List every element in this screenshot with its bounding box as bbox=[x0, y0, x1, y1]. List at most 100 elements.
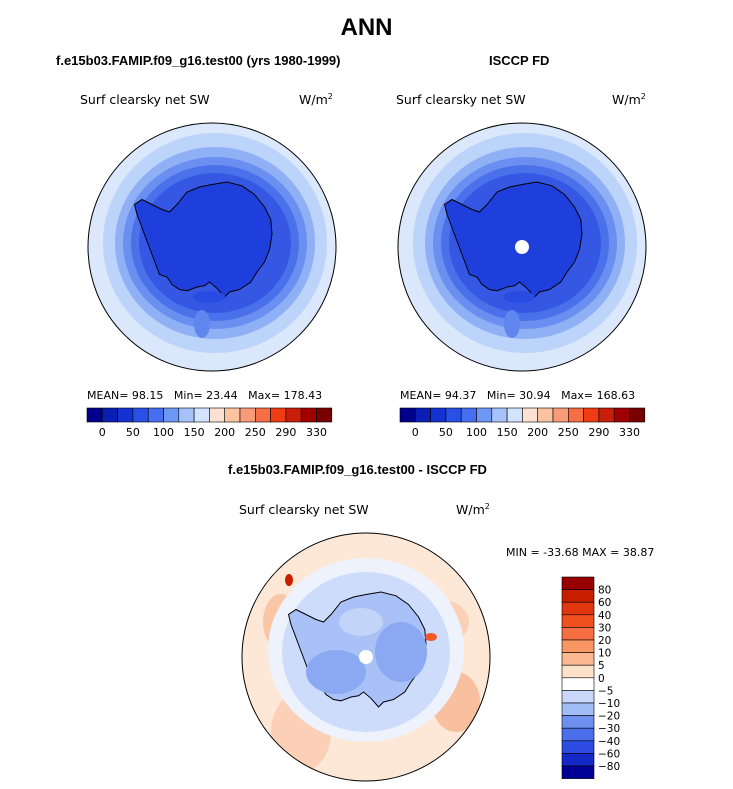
panel2-colorbar-box bbox=[430, 407, 447, 423]
panel2-stats: MEAN= 94.37 Min= 30.94 Max= 168.63 bbox=[400, 389, 635, 402]
panel3-colorbar-box bbox=[561, 627, 595, 641]
panel3-colorbar-tick-label: 10 bbox=[598, 648, 611, 660]
panel3-colorbar-tick-label: 30 bbox=[598, 622, 611, 634]
map-boundary bbox=[87, 122, 337, 372]
panel2-colorbar-box bbox=[415, 407, 431, 423]
panel3-colorbar-tick-label: 80 bbox=[598, 585, 611, 597]
panel2-units: W/m2 bbox=[612, 92, 646, 108]
panel1-colorbar-box bbox=[316, 407, 333, 423]
panel3-colorbar-tick-label: 0 bbox=[598, 673, 605, 685]
panel3-colorbar-box bbox=[561, 727, 595, 742]
panel1-colorbar-box bbox=[224, 407, 241, 423]
panel2-colorbar: 0 50 100 150 200 250 290 330 bbox=[399, 407, 646, 439]
cool-patch bbox=[306, 650, 366, 694]
ross-ice-shelf-shade bbox=[193, 291, 225, 303]
panel1-colorbar-box bbox=[193, 407, 210, 423]
panel2-colorbar-tick-label: 0 bbox=[412, 426, 419, 439]
panel3-minmax: MIN = -33.68 MAX = 38.87 bbox=[506, 546, 655, 559]
panel2-mean-label: MEAN= bbox=[400, 389, 442, 402]
panel1-colorbar-box bbox=[209, 407, 226, 423]
cool-patch bbox=[339, 608, 383, 636]
shelf-shade bbox=[504, 310, 520, 338]
panel3-colorbar-tick-label: −30 bbox=[598, 723, 620, 735]
panel3-colorbar-tick-label: 5 bbox=[598, 660, 605, 672]
panel2-colorbar-tick-label: 150 bbox=[497, 426, 518, 439]
panel1-colorbar-tick-label: 290 bbox=[275, 426, 296, 439]
cool-patch bbox=[375, 622, 427, 682]
panel1-colorbar-tick-label: 200 bbox=[214, 426, 235, 439]
missing-data-pole bbox=[359, 650, 373, 664]
panel1-mean-value: 98.15 bbox=[131, 389, 164, 402]
panel1-units: W/m2 bbox=[299, 92, 333, 108]
panel1-colorbar-box bbox=[117, 407, 134, 423]
panel1-colorbar-box bbox=[163, 407, 180, 423]
panel3-colorbar-tick-label: 60 bbox=[598, 597, 611, 609]
panel1-colorbar: 0 50 100 150 200 250 290 330 bbox=[86, 407, 333, 439]
panel2-min-value: 30.94 bbox=[519, 389, 551, 402]
panel2-colorbar-tick-label: 50 bbox=[439, 426, 453, 439]
panel2-colorbar-box bbox=[522, 407, 539, 423]
panel3-colorbar-box bbox=[561, 715, 595, 729]
panel3-colorbar-tick-label: −80 bbox=[598, 761, 620, 773]
missing-data-pole bbox=[515, 240, 529, 254]
panel2-min-label: Min= bbox=[486, 389, 516, 402]
panel3-colorbar-tick-label: −10 bbox=[598, 698, 620, 710]
shelf-shade bbox=[194, 310, 210, 338]
panel2-colorbar-box bbox=[598, 407, 615, 423]
panel2-colorbar-tick-label: 290 bbox=[588, 426, 609, 439]
panel3-colorbar-box bbox=[561, 702, 595, 716]
panel1-variable-label: Surf clearsky net SW bbox=[80, 92, 210, 107]
panel1-colorbar-tick-label: 330 bbox=[306, 426, 327, 439]
panel1-colorbar-box bbox=[132, 407, 149, 423]
panel2-colorbar-box bbox=[506, 407, 523, 423]
panel1-colorbar-box bbox=[102, 407, 118, 423]
panel3-colorbar-box bbox=[561, 614, 595, 628]
panel1-polar-map bbox=[87, 122, 337, 372]
antarctica-coastline bbox=[133, 181, 273, 298]
hot-spot bbox=[425, 633, 437, 641]
panel3-colorbar-tick-label: 20 bbox=[598, 635, 611, 647]
panel1-colorbar-tick-label: 100 bbox=[153, 426, 174, 439]
antarctica-coastline bbox=[443, 181, 583, 298]
panel3-title: f.e15b03.FAMIP.f09_g16.test00 - ISCCP FD bbox=[228, 462, 487, 477]
panel1-colorbar-tick-label: 0 bbox=[99, 426, 106, 439]
panel1-colorbar-tick-label: 250 bbox=[245, 426, 266, 439]
panel3-colorbar-box bbox=[561, 753, 595, 767]
panel2-colorbar-box bbox=[613, 407, 630, 423]
panel1-colorbar-box bbox=[178, 407, 195, 423]
panel2-colorbar-box bbox=[629, 407, 646, 423]
panel2-colorbar-box bbox=[476, 407, 493, 423]
panel3-colorbar-box bbox=[561, 664, 595, 679]
panel3-colorbar-box bbox=[561, 740, 595, 754]
panel3-polar-map bbox=[241, 532, 491, 782]
panel1-colorbar-tick-label: 50 bbox=[126, 426, 140, 439]
panel3-colorbar-tick-label: −20 bbox=[598, 711, 620, 723]
panel3-colorbar-box bbox=[561, 690, 595, 704]
panel3-variable-label: Surf clearsky net SW bbox=[239, 502, 369, 517]
panel2-max-label: Max= bbox=[561, 389, 594, 402]
panel2-title: ISCCP FD bbox=[489, 53, 550, 68]
main-title: ANN bbox=[340, 14, 393, 41]
panel1-colorbar-box bbox=[300, 407, 317, 423]
panel2-colorbar-box bbox=[568, 407, 584, 423]
hot-spot bbox=[285, 574, 293, 586]
panel2-colorbar-box bbox=[460, 407, 477, 423]
map-boundary bbox=[397, 122, 647, 372]
panel2-colorbar-box bbox=[552, 407, 569, 423]
panel2-polar-map bbox=[397, 122, 647, 372]
panel1-max-label: Max= bbox=[248, 389, 281, 402]
panel1-mean-label: MEAN= bbox=[87, 389, 129, 402]
panel1-colorbar-box bbox=[239, 407, 256, 423]
panel1-colorbar-box bbox=[285, 407, 302, 423]
panel2-colorbar-box bbox=[491, 407, 508, 423]
panel2-colorbar-box bbox=[583, 407, 600, 423]
panel2-colorbar-tick-label: 250 bbox=[558, 426, 579, 439]
map-boundary bbox=[241, 532, 491, 782]
panel2-colorbar-tick-label: 100 bbox=[466, 426, 487, 439]
panel3-colorbar-box bbox=[561, 765, 595, 779]
panel1-colorbar-box bbox=[86, 407, 103, 423]
panel1-colorbar-box bbox=[255, 407, 271, 423]
panel3-colorbar-box bbox=[561, 601, 595, 616]
panel3-units: W/m2 bbox=[456, 502, 490, 518]
